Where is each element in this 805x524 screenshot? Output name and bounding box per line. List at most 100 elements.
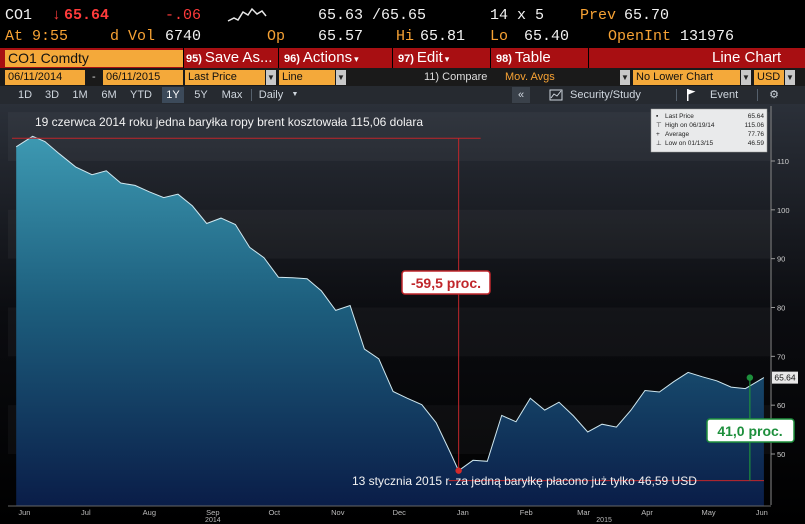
range-5y[interactable]: 5Y (194, 89, 208, 101)
edit-menu[interactable]: 97) Edit ▾ (398, 48, 449, 68)
chevron-down-icon[interactable]: ▼ (291, 91, 299, 98)
openint-value: 131976 (680, 28, 735, 45)
net-change: -.06 (165, 7, 202, 24)
low-value: 65.40 (524, 28, 570, 45)
openint-label: OpenInt (608, 28, 672, 45)
x-tick-label: Mar (577, 508, 590, 517)
bid-ask: 65.63 /65.65 (318, 7, 427, 24)
x-tick-label: Nov (331, 508, 345, 517)
collapse-button[interactable]: « (512, 87, 530, 103)
save-as-shortcut: 95) (186, 53, 202, 65)
table-label: Table (514, 49, 551, 66)
x-axis: Jun Jul Aug Sep Oct Nov Dec Jan Feb Mar Apr May Jun 2… (18, 508, 768, 524)
caret-down-icon: ▾ (354, 54, 359, 64)
open-value: 65.57 (318, 28, 364, 45)
legend-high-value: 115.06 (745, 122, 765, 129)
start-date-field[interactable]: 06/11/2014 (5, 70, 85, 85)
range-3d[interactable]: 3D (44, 89, 60, 101)
currency-select[interactable]: USD (754, 70, 784, 85)
quote-row-2: At 9:55 d Vol 6740 Op 65.57 Hi 65.81 Lo … (0, 27, 805, 47)
range-1m[interactable]: 1M (72, 89, 88, 101)
end-date-field[interactable]: 06/11/2015 (103, 70, 183, 85)
edit-label: Edit (416, 49, 443, 66)
high-annotation: 19 czerwca 2014 roku jedna baryłka ropy … (35, 115, 423, 129)
range-6m[interactable]: 6M (101, 89, 117, 101)
legend-average-value: 77.76 (748, 131, 765, 138)
x-tick-label: Dec (393, 508, 407, 517)
time-stamp: At 9:55 (5, 28, 69, 45)
y-tick-label: 80 (777, 304, 785, 313)
dvol-value: 6740 (165, 28, 202, 45)
y-tick-label: 50 (777, 450, 785, 459)
price-chart: 50 60 70 80 90 100 110 Jun Jul Aug Sep Oct Nov Dec Ja… (0, 104, 805, 524)
prev-label: Prev (580, 7, 617, 24)
legend-average-label: Average (665, 131, 689, 138)
chevron-down-icon[interactable]: ▼ (741, 70, 751, 85)
range-max[interactable]: Max (221, 89, 243, 101)
legend: ▪ Last Price 65.64 ⊤ High on 06/19/14 11… (650, 108, 768, 153)
last-price-tag-text: 65.64 (774, 373, 796, 383)
x-tick-label: Jul (81, 508, 91, 517)
x-tick-label: Jun (756, 508, 768, 517)
actions-menu[interactable]: 96) Actions ▾ (284, 48, 359, 68)
event-button[interactable]: Event (710, 89, 739, 101)
line-style-select[interactable]: Line (279, 70, 335, 85)
prev-value: 65.70 (624, 7, 670, 24)
range-ytd[interactable]: YTD (130, 89, 152, 101)
high-value: 65.81 (420, 28, 466, 45)
rise-label-box (706, 418, 795, 443)
table-shortcut: 98) (496, 53, 512, 65)
y-tick-label: 110 (777, 157, 789, 166)
mov-avgs-link[interactable]: Mov. Avgs (505, 71, 555, 83)
ticker-symbol: CO1 (5, 7, 33, 24)
range-1y[interactable]: 1Y (162, 87, 184, 103)
last-price: 65.64 (64, 7, 110, 24)
menu-bar: 95) Save As... 96) Actions ▾ 97) Edit ▾ 98) Ta… (0, 48, 805, 68)
save-as-button[interactable]: 95) Save As... (186, 48, 272, 68)
high-label: Hi (396, 28, 415, 45)
gear-icon[interactable]: ⚙ (769, 89, 779, 101)
x-year-label: 2015 (596, 517, 612, 524)
quote-row-1: CO1 ↓ 65.64 -.06 65.63 /65.65 14 x 5 Pre… (0, 6, 805, 26)
lower-chart-select[interactable]: No Lower Chart (633, 70, 740, 85)
low-label: Lo (490, 28, 509, 45)
x-tick-label: Jun (18, 508, 30, 517)
compare-button[interactable]: 11) Compare (424, 70, 487, 85)
compare-shortcut: 11) (424, 71, 440, 83)
x-tick-label: Feb (520, 508, 533, 517)
actions-label: Actions (302, 49, 353, 66)
range-1d[interactable]: 1D (17, 89, 33, 101)
x-tick-label: Oct (268, 508, 281, 517)
bid-ask-size: 14 x 5 (490, 7, 545, 24)
chart-type-title: Line Chart (712, 49, 782, 66)
date-separator: - (92, 71, 96, 83)
security-study-button[interactable]: Security/Study (570, 89, 641, 101)
edit-shortcut: 97) (398, 53, 414, 65)
rise-label: 41,0 proc. (717, 423, 782, 439)
price-field-select[interactable]: Last Price (185, 70, 265, 85)
flag-icon (684, 87, 698, 103)
security-field[interactable]: CO1 Comdty (5, 50, 183, 67)
x-tick-label: Aug (143, 508, 156, 517)
chevron-down-icon[interactable]: ▼ (620, 70, 630, 85)
legend-bullet-icon: ▪ (656, 113, 658, 120)
legend-last-value: 65.64 (748, 113, 765, 120)
y-tick-label: 60 (777, 401, 785, 410)
table-button[interactable]: 98) Table (496, 48, 551, 68)
last-price-tag (772, 371, 798, 384)
sparkline-icon (227, 6, 267, 29)
chevron-down-icon[interactable]: ▼ (336, 70, 346, 85)
caret-down-icon: ▾ (444, 54, 450, 64)
security-study-icon (548, 87, 564, 103)
x-tick-label: Apr (641, 508, 653, 517)
legend-low-label: Low on 01/13/15 (665, 140, 713, 147)
dvol-label: d Vol (110, 28, 156, 45)
low-annotation: 13 stycznia 2015 r. za jedną baryłkę pła… (352, 474, 697, 488)
y-tick-label: 70 (777, 352, 785, 361)
legend-low-value: 46.59 (748, 140, 765, 147)
chevron-down-icon[interactable]: ▼ (266, 70, 276, 85)
period-select[interactable]: Daily (258, 89, 284, 101)
chevron-down-icon[interactable]: ▼ (785, 70, 795, 85)
y-tick-label: 100 (777, 206, 790, 215)
